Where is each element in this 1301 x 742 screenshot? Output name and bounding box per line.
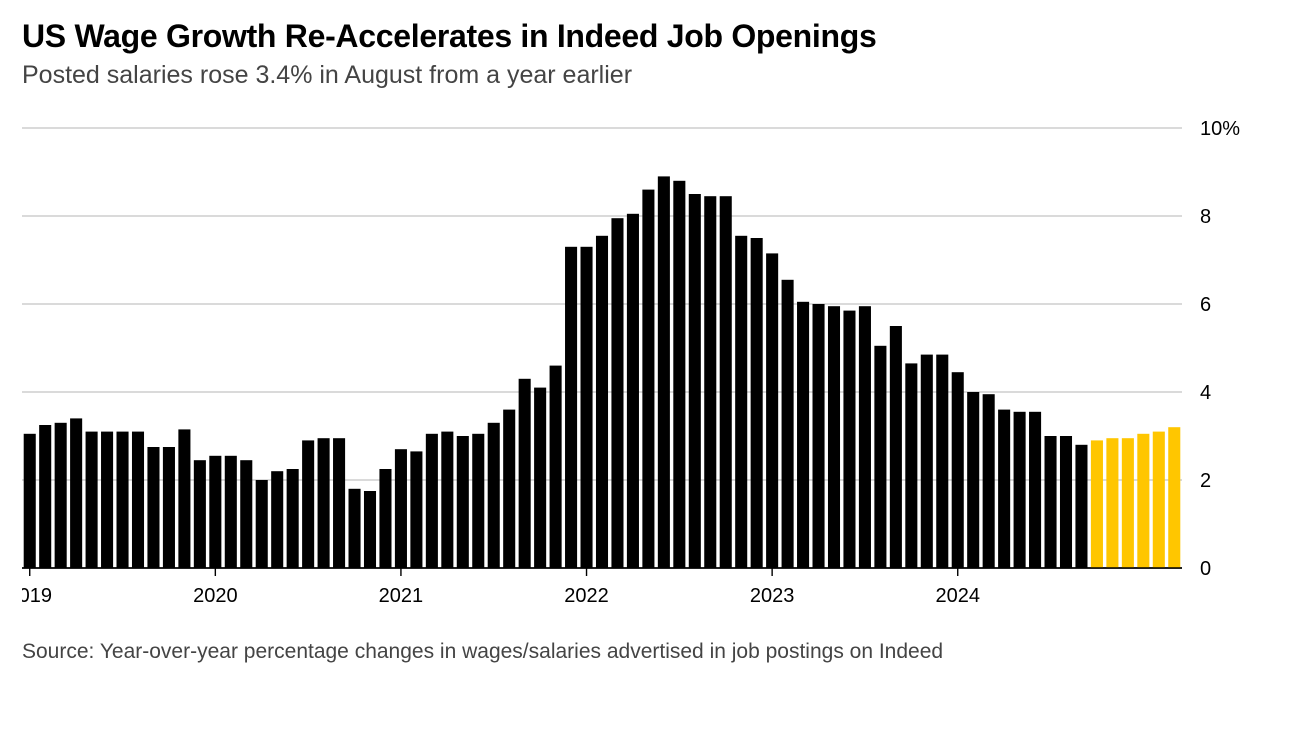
bar (318, 438, 330, 568)
bar (287, 469, 299, 568)
bar (1075, 445, 1087, 568)
chart-subtitle: Posted salaries rose 3.4% in August from… (22, 61, 1279, 90)
bar (1168, 427, 1180, 568)
bar (472, 434, 484, 568)
y-tick-label: 2 (1200, 470, 1211, 492)
bar (720, 196, 732, 568)
bar (1137, 434, 1149, 568)
x-tick-label: 2023 (750, 585, 795, 607)
x-tick-label: 2019 (22, 585, 52, 607)
bar (1060, 436, 1072, 568)
bar (689, 194, 701, 568)
bar (751, 238, 763, 568)
bar (240, 460, 252, 568)
y-tick-label: 10% (1200, 118, 1240, 140)
bar (1122, 438, 1134, 568)
bar (735, 236, 747, 568)
bar (364, 491, 376, 568)
y-tick-label: 0 (1200, 558, 1211, 580)
bar (147, 447, 159, 568)
x-tick-label: 2024 (935, 585, 980, 607)
bar (581, 247, 593, 568)
bar (410, 451, 422, 568)
bar (333, 438, 345, 568)
bar (998, 410, 1010, 568)
bar (658, 176, 670, 568)
bar (70, 418, 82, 568)
bar (782, 280, 794, 568)
bar (967, 392, 979, 568)
bar (132, 432, 144, 568)
bar (813, 304, 825, 568)
bar (24, 434, 36, 568)
bar (534, 388, 546, 568)
x-tick-label: 2020 (193, 585, 238, 607)
bar (488, 423, 500, 568)
bar (843, 311, 855, 568)
x-tick-label: 2022 (564, 585, 609, 607)
bar (101, 432, 113, 568)
bar (86, 432, 98, 568)
bar (519, 379, 531, 568)
chart-source: Source: Year-over-year percentage change… (22, 640, 1279, 664)
bar (1153, 432, 1165, 568)
bar (55, 423, 67, 568)
bar (565, 247, 577, 568)
bar (550, 366, 562, 568)
bar-chart: 0 2 4 6 8 10% 2019 2020 2021 2022 2023 2024 (22, 118, 1272, 618)
bar-chart-svg: 0 2 4 6 8 10% 2019 2020 2021 2022 2023 2024 (22, 118, 1262, 618)
bar (828, 306, 840, 568)
bar (302, 440, 314, 568)
bar (766, 253, 778, 568)
bar (905, 363, 917, 568)
y-tick-label: 6 (1200, 294, 1211, 316)
bar (642, 190, 654, 568)
bar (1029, 412, 1041, 568)
bar (163, 447, 175, 568)
chart-title: US Wage Growth Re-Accelerates in Indeed … (22, 18, 1279, 55)
bar (921, 355, 933, 568)
bar (271, 471, 283, 568)
bar (379, 469, 391, 568)
bar (874, 346, 886, 568)
bar (39, 425, 51, 568)
bar (209, 456, 221, 568)
bar (349, 489, 361, 568)
bar (890, 326, 902, 568)
bar (225, 456, 237, 568)
y-tick-label: 4 (1200, 382, 1211, 404)
bar (426, 434, 438, 568)
bar (859, 306, 871, 568)
bar (627, 214, 639, 568)
bar (503, 410, 515, 568)
bar (395, 449, 407, 568)
bar (256, 480, 268, 568)
bar (611, 218, 623, 568)
bar (457, 436, 469, 568)
bar (983, 394, 995, 568)
bar (1106, 438, 1118, 568)
bar (178, 429, 190, 568)
bar (117, 432, 129, 568)
y-tick-label: 8 (1200, 206, 1211, 228)
bar (1045, 436, 1057, 568)
bar (194, 460, 206, 568)
x-tick-label: 2021 (379, 585, 424, 607)
bar (952, 372, 964, 568)
bar (797, 302, 809, 568)
bar (1014, 412, 1026, 568)
bar (704, 196, 716, 568)
bar (596, 236, 608, 568)
bar (936, 355, 948, 568)
bar (1091, 440, 1103, 568)
bar (441, 432, 453, 568)
bar (673, 181, 685, 568)
